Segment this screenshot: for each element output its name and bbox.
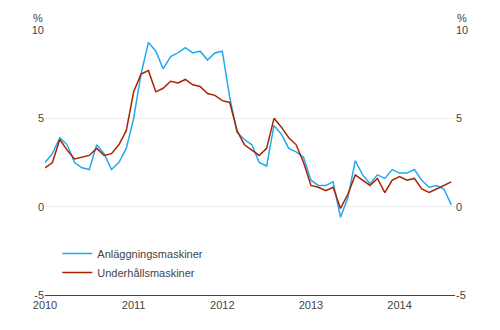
- svg-text:0: 0: [38, 201, 44, 213]
- svg-text:-5: -5: [34, 289, 44, 301]
- svg-text:5: 5: [38, 112, 44, 124]
- svg-text:0: 0: [456, 201, 462, 213]
- svg-text:10: 10: [456, 24, 468, 36]
- svg-text:2010: 2010: [33, 299, 57, 311]
- svg-text:2011: 2011: [122, 299, 146, 311]
- svg-text:2014: 2014: [387, 299, 411, 311]
- svg-text:10: 10: [32, 24, 44, 36]
- svg-text:Anläggningsmaskiner: Anläggningsmaskiner: [97, 248, 203, 260]
- svg-text:%: %: [33, 12, 43, 24]
- svg-text:2012: 2012: [210, 299, 234, 311]
- svg-text:%: %: [457, 12, 467, 24]
- svg-text:Underhållsmaskiner: Underhållsmaskiner: [97, 267, 195, 279]
- svg-text:-5: -5: [456, 289, 466, 301]
- svg-text:5: 5: [456, 112, 462, 124]
- svg-text:2013: 2013: [299, 299, 323, 311]
